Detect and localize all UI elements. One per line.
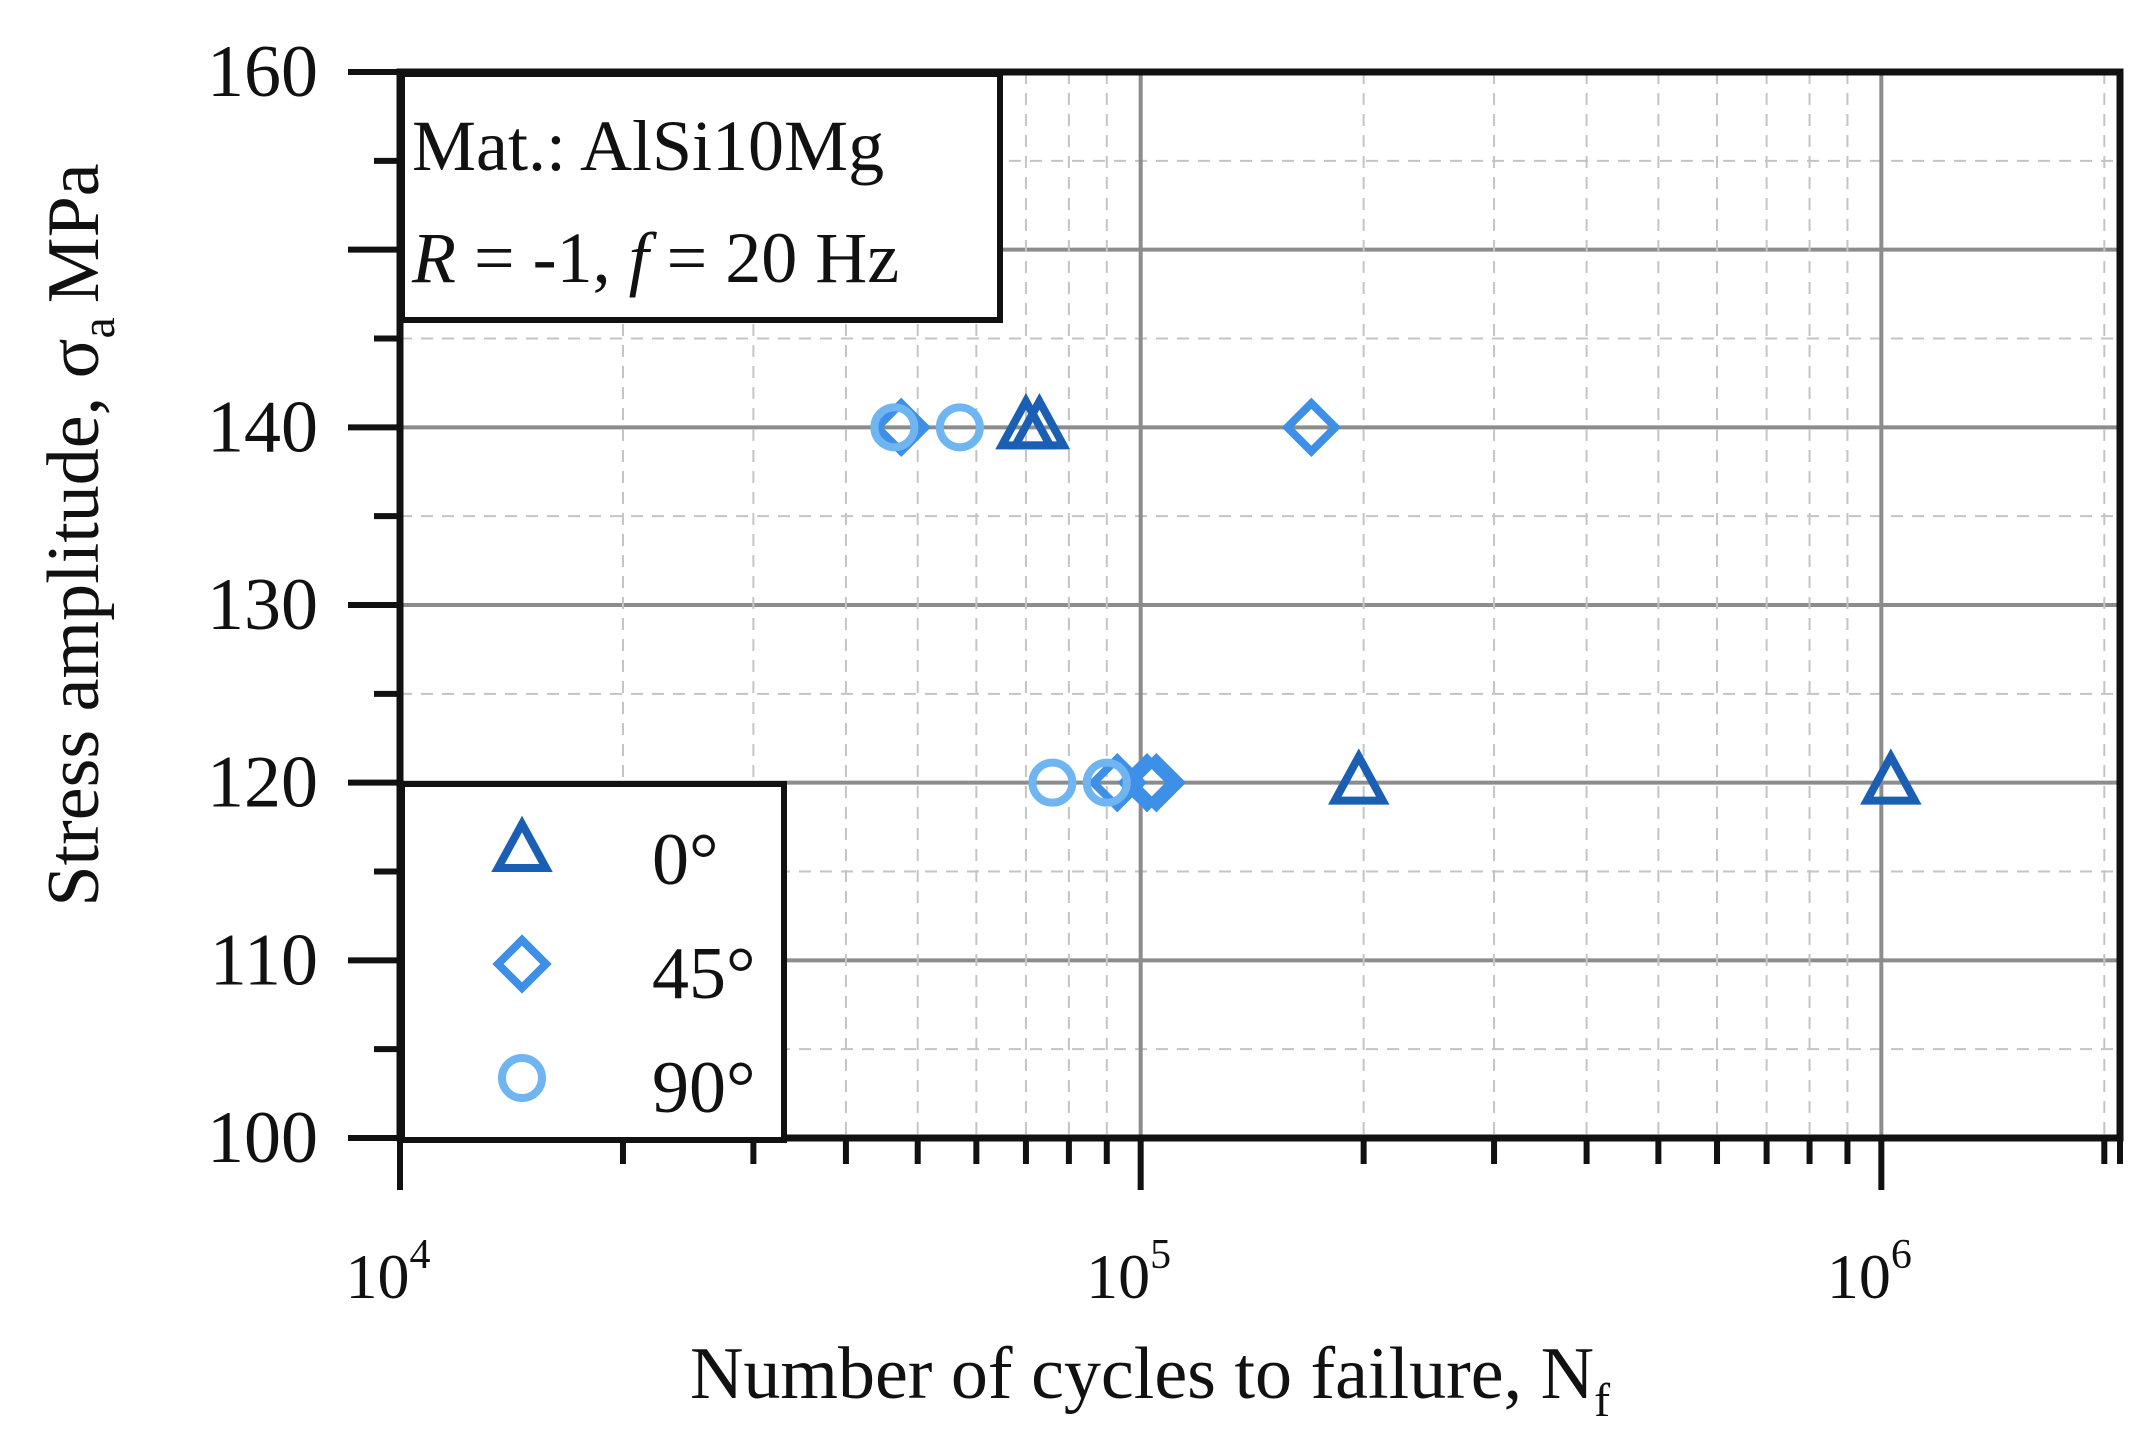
data-point-diamond [1281,397,1342,457]
legend-label-45deg: 45° [652,933,756,1015]
legend-label-0deg: 0° [652,819,719,901]
data-point-circle [870,403,919,452]
material-annotation: Mat.: AlSi10Mg R = -1, f = 20 Hz [399,71,1003,323]
x-tick-label: 106 [1827,1232,1912,1312]
y-tick-label: 130 [207,564,318,646]
data-point-circle [1028,758,1077,807]
data-point-triangle [1008,392,1071,450]
y-tick-label: 140 [207,386,318,468]
legend-symbol-circle [498,1054,546,1102]
y-tick-label: 110 [210,919,318,1001]
annotation-line-2: R = -1, f = 20 Hz [411,218,899,298]
data-point-triangle [1860,748,1922,805]
x-tick-label: 105 [1086,1232,1171,1312]
legend-symbol-triangle [491,815,553,872]
data-point-diamond [1126,753,1187,813]
legend: 0° 45° 90° [399,781,787,1143]
legend-symbol-diamond [492,934,552,994]
y-axis-title: Stress amplitude, σaMPa [33,163,125,906]
data-point-diamond [871,397,931,457]
axes [348,68,2124,1190]
data-point-circle [1082,758,1131,807]
annotation-line-1: Mat.: AlSi10Mg [412,106,884,186]
legend-label-90deg: 90° [652,1047,756,1129]
data-markers [870,392,1922,813]
y-tick-label: 160 [207,31,318,113]
data-point-diamond [1117,753,1177,813]
data-point-circle [935,403,984,452]
data-point-triangle [1328,748,1390,805]
y-tick-label: 120 [207,742,318,824]
x-tick-label: 104 [346,1232,431,1312]
y-tick-label: 100 [207,1097,318,1179]
x-axis-title: Number of cycles to failure, Nf [690,1333,1610,1427]
tick-labels: 100 110 120 130 140 160 104 105 106 [207,31,1912,1312]
legend-symbols [491,815,553,1102]
